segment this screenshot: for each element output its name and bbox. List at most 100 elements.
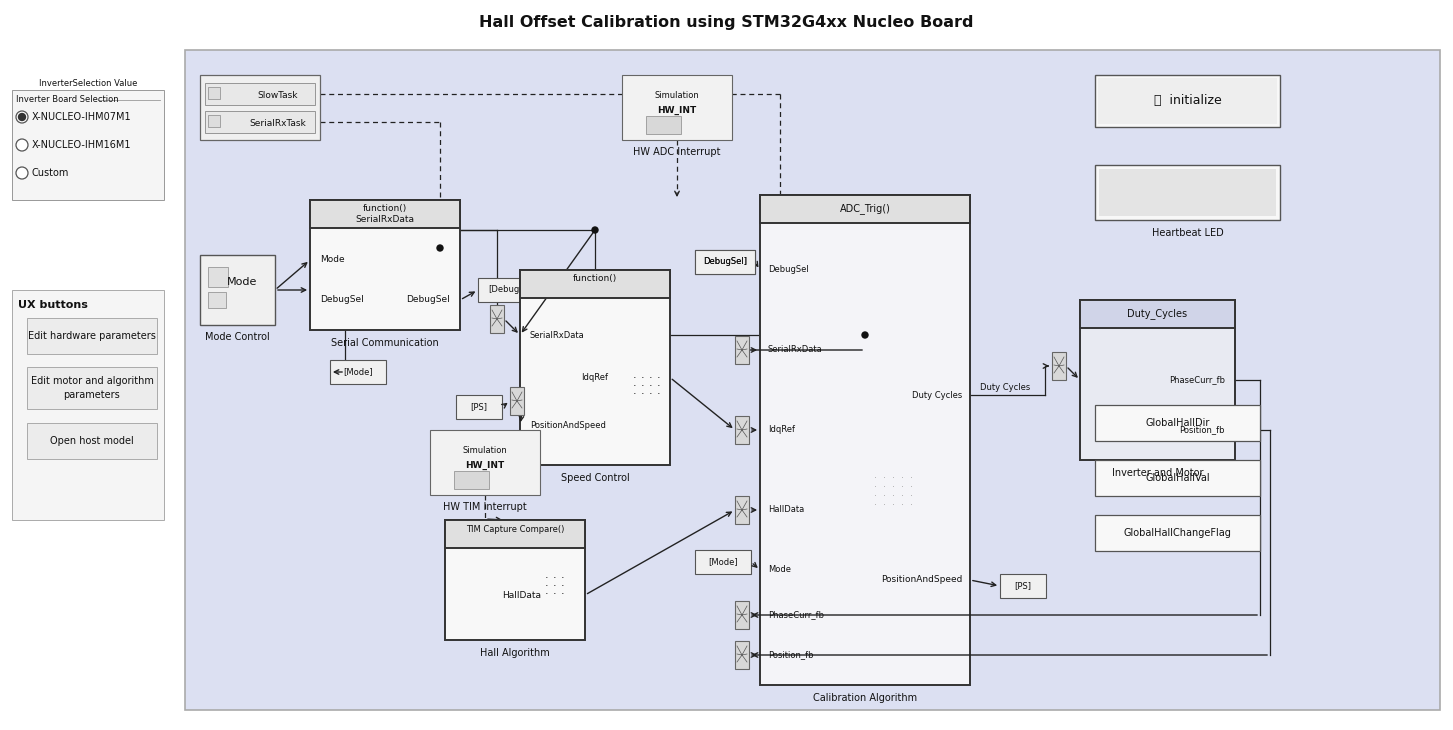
Bar <box>430 430 541 495</box>
Text: .: . <box>554 570 556 580</box>
Text: .: . <box>875 488 878 498</box>
Text: DebugSel: DebugSel <box>407 296 450 304</box>
Text: .: . <box>892 497 895 507</box>
Text: .: . <box>657 378 661 388</box>
Bar <box>695 250 756 274</box>
Bar <box>455 471 490 489</box>
Bar <box>208 267 228 287</box>
Text: SerialRxTask: SerialRxTask <box>250 118 307 128</box>
Text: .: . <box>892 488 895 498</box>
Text: Edit hardware parameters: Edit hardware parameters <box>28 331 155 341</box>
Text: .: . <box>910 479 912 489</box>
Text: PositionAndSpeed: PositionAndSpeed <box>530 420 606 429</box>
Text: .: . <box>554 586 556 596</box>
Text: .: . <box>901 470 904 480</box>
Text: Mode Control: Mode Control <box>205 332 270 342</box>
Text: IdqRef: IdqRef <box>769 426 795 434</box>
Bar <box>12 290 164 520</box>
Text: GlobalHallDir: GlobalHallDir <box>1145 418 1210 428</box>
Text: .: . <box>641 370 645 380</box>
Text: DebugSel]: DebugSel] <box>703 258 747 266</box>
Bar <box>28 318 157 354</box>
Text: parameters: parameters <box>64 390 121 400</box>
Text: HW_INT: HW_INT <box>657 106 696 115</box>
Bar <box>1096 515 1260 551</box>
Text: .: . <box>910 488 912 498</box>
Circle shape <box>16 139 28 151</box>
Bar <box>1096 460 1260 496</box>
Bar <box>456 395 501 419</box>
Bar <box>735 601 748 629</box>
Text: HallData: HallData <box>769 505 805 515</box>
Bar <box>1098 78 1277 124</box>
Text: Mode: Mode <box>769 566 790 575</box>
Text: SerialRxData: SerialRxData <box>530 331 584 339</box>
Text: .: . <box>641 378 645 388</box>
Text: .: . <box>554 578 556 588</box>
Text: .: . <box>875 497 878 507</box>
Text: HallData: HallData <box>503 591 542 599</box>
Text: SerialRxData: SerialRxData <box>356 215 414 225</box>
Bar <box>208 292 227 308</box>
Text: .: . <box>901 488 904 498</box>
Text: .: . <box>634 370 636 380</box>
Text: DebugSel: DebugSel <box>320 296 363 304</box>
Bar <box>647 116 681 134</box>
Bar <box>1096 165 1280 220</box>
Text: .: . <box>561 586 565 596</box>
Bar <box>1098 169 1276 216</box>
Text: .: . <box>883 497 886 507</box>
Text: .: . <box>892 479 895 489</box>
Text: .: . <box>561 578 565 588</box>
Text: Duty Cycles: Duty Cycles <box>911 391 962 399</box>
Text: DebugSel: DebugSel <box>769 266 809 274</box>
Text: .: . <box>901 497 904 507</box>
Text: [Mode]: [Mode] <box>708 558 738 566</box>
Text: .: . <box>883 488 886 498</box>
Text: [PS]: [PS] <box>1014 582 1032 591</box>
Text: .: . <box>910 497 912 507</box>
Bar <box>622 75 732 140</box>
Text: Mode: Mode <box>320 255 344 264</box>
Bar <box>760 195 971 223</box>
Text: [Mode]: [Mode] <box>343 367 373 377</box>
Bar <box>510 387 525 415</box>
Bar <box>201 255 275 325</box>
Circle shape <box>437 245 443 251</box>
Circle shape <box>16 167 28 179</box>
Text: PositionAndSpeed: PositionAndSpeed <box>881 575 962 585</box>
Bar <box>28 423 157 459</box>
Text: .: . <box>883 470 886 480</box>
Text: .: . <box>545 570 549 580</box>
Bar <box>735 641 748 669</box>
Text: .: . <box>545 578 549 588</box>
Text: .: . <box>910 470 912 480</box>
Text: Custom: Custom <box>32 168 70 178</box>
Circle shape <box>16 111 28 123</box>
Text: .: . <box>649 386 652 396</box>
Bar <box>309 200 461 228</box>
Bar <box>12 90 164 200</box>
Text: HW_INT: HW_INT <box>465 461 504 470</box>
Bar <box>185 50 1440 710</box>
Text: Heartbeat LED: Heartbeat LED <box>1152 228 1223 238</box>
Text: Inverter and Motor: Inverter and Motor <box>1112 468 1203 478</box>
Text: Speed Control: Speed Control <box>561 473 629 483</box>
Circle shape <box>19 113 26 120</box>
Text: .: . <box>641 386 645 396</box>
Bar <box>735 416 748 444</box>
Text: X-NUCLEO-IHM07M1: X-NUCLEO-IHM07M1 <box>32 112 132 122</box>
Text: [DebugSel]: [DebugSel] <box>488 285 536 294</box>
Text: UX buttons: UX buttons <box>17 300 87 310</box>
Bar <box>490 305 504 333</box>
Bar <box>760 195 971 685</box>
Text: HW ADC Interrupt: HW ADC Interrupt <box>634 147 721 157</box>
Text: .: . <box>634 378 636 388</box>
Bar <box>445 520 586 640</box>
Text: InverterSelection Value: InverterSelection Value <box>39 79 137 88</box>
Text: DebugSel]: DebugSel] <box>703 258 747 266</box>
Text: .: . <box>634 386 636 396</box>
Text: Hall Offset Calibration using STM32G4xx Nucleo Board: Hall Offset Calibration using STM32G4xx … <box>479 15 974 29</box>
Text: .: . <box>892 470 895 480</box>
Text: SlowTask: SlowTask <box>257 91 298 99</box>
